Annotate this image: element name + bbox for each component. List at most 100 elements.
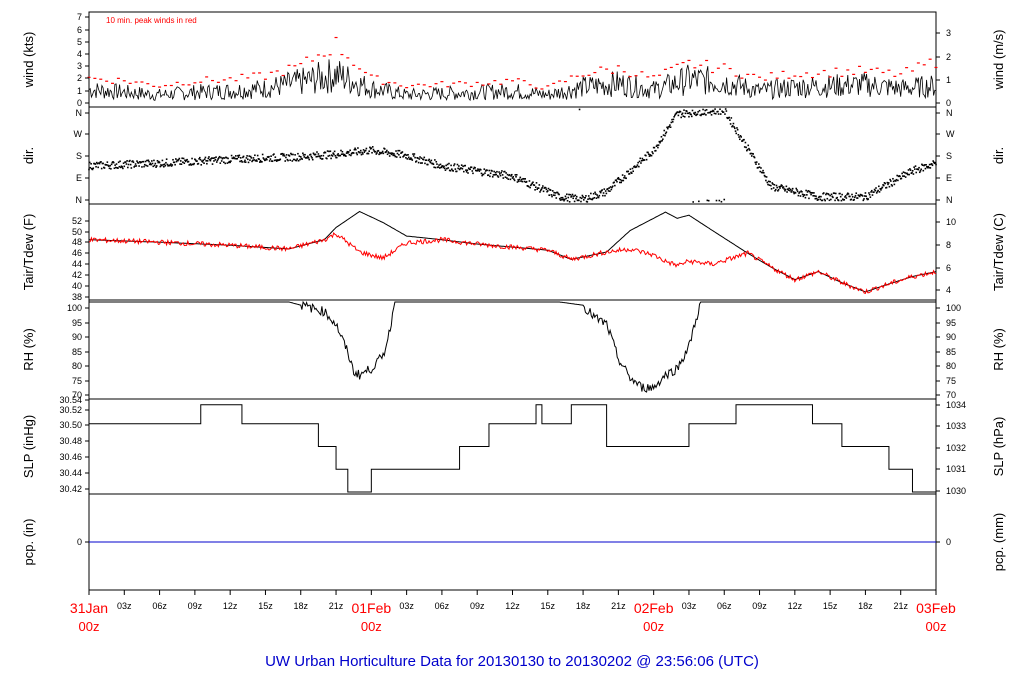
peak-wind-point — [87, 76, 91, 78]
ytick-right-rh: 90 — [946, 332, 956, 342]
dir-point — [352, 152, 355, 154]
dir-point — [406, 158, 409, 160]
dir-point — [651, 151, 654, 153]
dir-point — [494, 173, 496, 176]
dir-point — [501, 174, 504, 176]
dir-point — [658, 140, 661, 143]
dir-point — [223, 161, 225, 164]
dir-point — [771, 182, 774, 184]
dir-point — [360, 153, 363, 156]
ytick-right-wind: 1 — [946, 75, 951, 85]
dir-point — [586, 201, 589, 203]
ytick-left-wind: 4 — [77, 49, 82, 59]
dir-point — [241, 161, 243, 163]
dir-point — [620, 181, 622, 184]
peak-wind-point — [728, 67, 732, 70]
peak-wind-point — [599, 66, 603, 68]
dir-point — [391, 153, 393, 156]
dir-point — [564, 195, 567, 198]
day-label: 31Jan — [70, 600, 108, 616]
dir-point — [803, 194, 806, 196]
dir-point — [388, 155, 391, 157]
xtick-label: 06z — [152, 601, 167, 611]
dir-point — [237, 154, 239, 157]
dir-point — [359, 149, 362, 152]
ytick-right-dir: S — [946, 151, 952, 161]
dir-point — [822, 192, 825, 194]
dir-point — [214, 159, 217, 161]
dir-point — [453, 163, 456, 165]
dir-point — [703, 112, 706, 115]
dir-point — [140, 161, 143, 163]
dir-point — [911, 171, 913, 174]
peak-wind-point — [216, 81, 220, 83]
dir-point — [867, 198, 870, 200]
dir-point — [918, 166, 920, 169]
dir-point — [649, 154, 651, 156]
dir-point — [844, 196, 846, 198]
dir-point — [878, 191, 881, 193]
dir-point — [158, 160, 160, 163]
dir-point — [294, 154, 296, 156]
dir-point — [357, 147, 359, 149]
dir-point — [96, 162, 99, 165]
peak-wind-point — [840, 75, 844, 77]
dir-point — [385, 151, 387, 153]
ytick-right-temperature: 6 — [946, 263, 951, 273]
dir-point — [596, 194, 598, 196]
dir-point — [247, 158, 249, 161]
dir-point — [617, 176, 620, 179]
dir-point — [815, 195, 817, 198]
peak-wind-point — [122, 80, 126, 82]
ytick-left-slp: 30.46 — [59, 452, 82, 462]
dir-point — [347, 152, 349, 154]
dir-point — [180, 163, 183, 165]
dir-point — [579, 196, 582, 199]
dir-point — [686, 110, 688, 113]
dir-point — [796, 189, 798, 191]
peak-wind-point — [428, 86, 432, 88]
dir-point — [840, 199, 843, 202]
dir-point — [515, 175, 517, 178]
dir-point — [764, 175, 766, 178]
dir-point — [151, 162, 154, 165]
dir-point — [412, 155, 415, 157]
dir-point — [926, 166, 928, 168]
dir-point — [802, 195, 805, 198]
ytick-left-wind: 5 — [77, 37, 82, 47]
day-hour-label: 00z — [643, 619, 664, 634]
dir-point — [251, 160, 253, 163]
dir-point — [518, 180, 520, 183]
dir-point — [541, 187, 543, 189]
dir-point — [637, 161, 639, 164]
dir-point — [179, 160, 182, 162]
dir-point — [706, 199, 709, 202]
dir-point — [757, 166, 759, 169]
dir-point — [187, 160, 190, 163]
dir-point — [220, 156, 222, 159]
dir-point — [854, 194, 857, 197]
dir-point — [897, 179, 899, 182]
dir-point — [592, 197, 594, 200]
dir-point — [664, 132, 667, 135]
dir-point — [797, 194, 800, 197]
ytick-left-temperature: 50 — [72, 227, 82, 237]
dir-point — [881, 186, 884, 189]
dir-point — [127, 163, 130, 166]
dir-point — [683, 109, 685, 111]
dir-point — [497, 176, 500, 178]
dir-point — [600, 190, 603, 192]
peak-wind-point — [481, 84, 485, 86]
peak-wind-point — [234, 80, 238, 82]
dir-point — [407, 153, 409, 156]
dir-point — [720, 200, 723, 203]
dir-point — [561, 198, 563, 201]
dir-point — [156, 159, 159, 162]
dir-point — [507, 178, 510, 180]
dir-point — [528, 180, 531, 182]
dir-point — [789, 188, 792, 191]
dir-point — [832, 196, 834, 199]
peak-wind-point — [369, 74, 373, 76]
dir-point — [888, 185, 891, 188]
dir-point — [129, 163, 132, 166]
